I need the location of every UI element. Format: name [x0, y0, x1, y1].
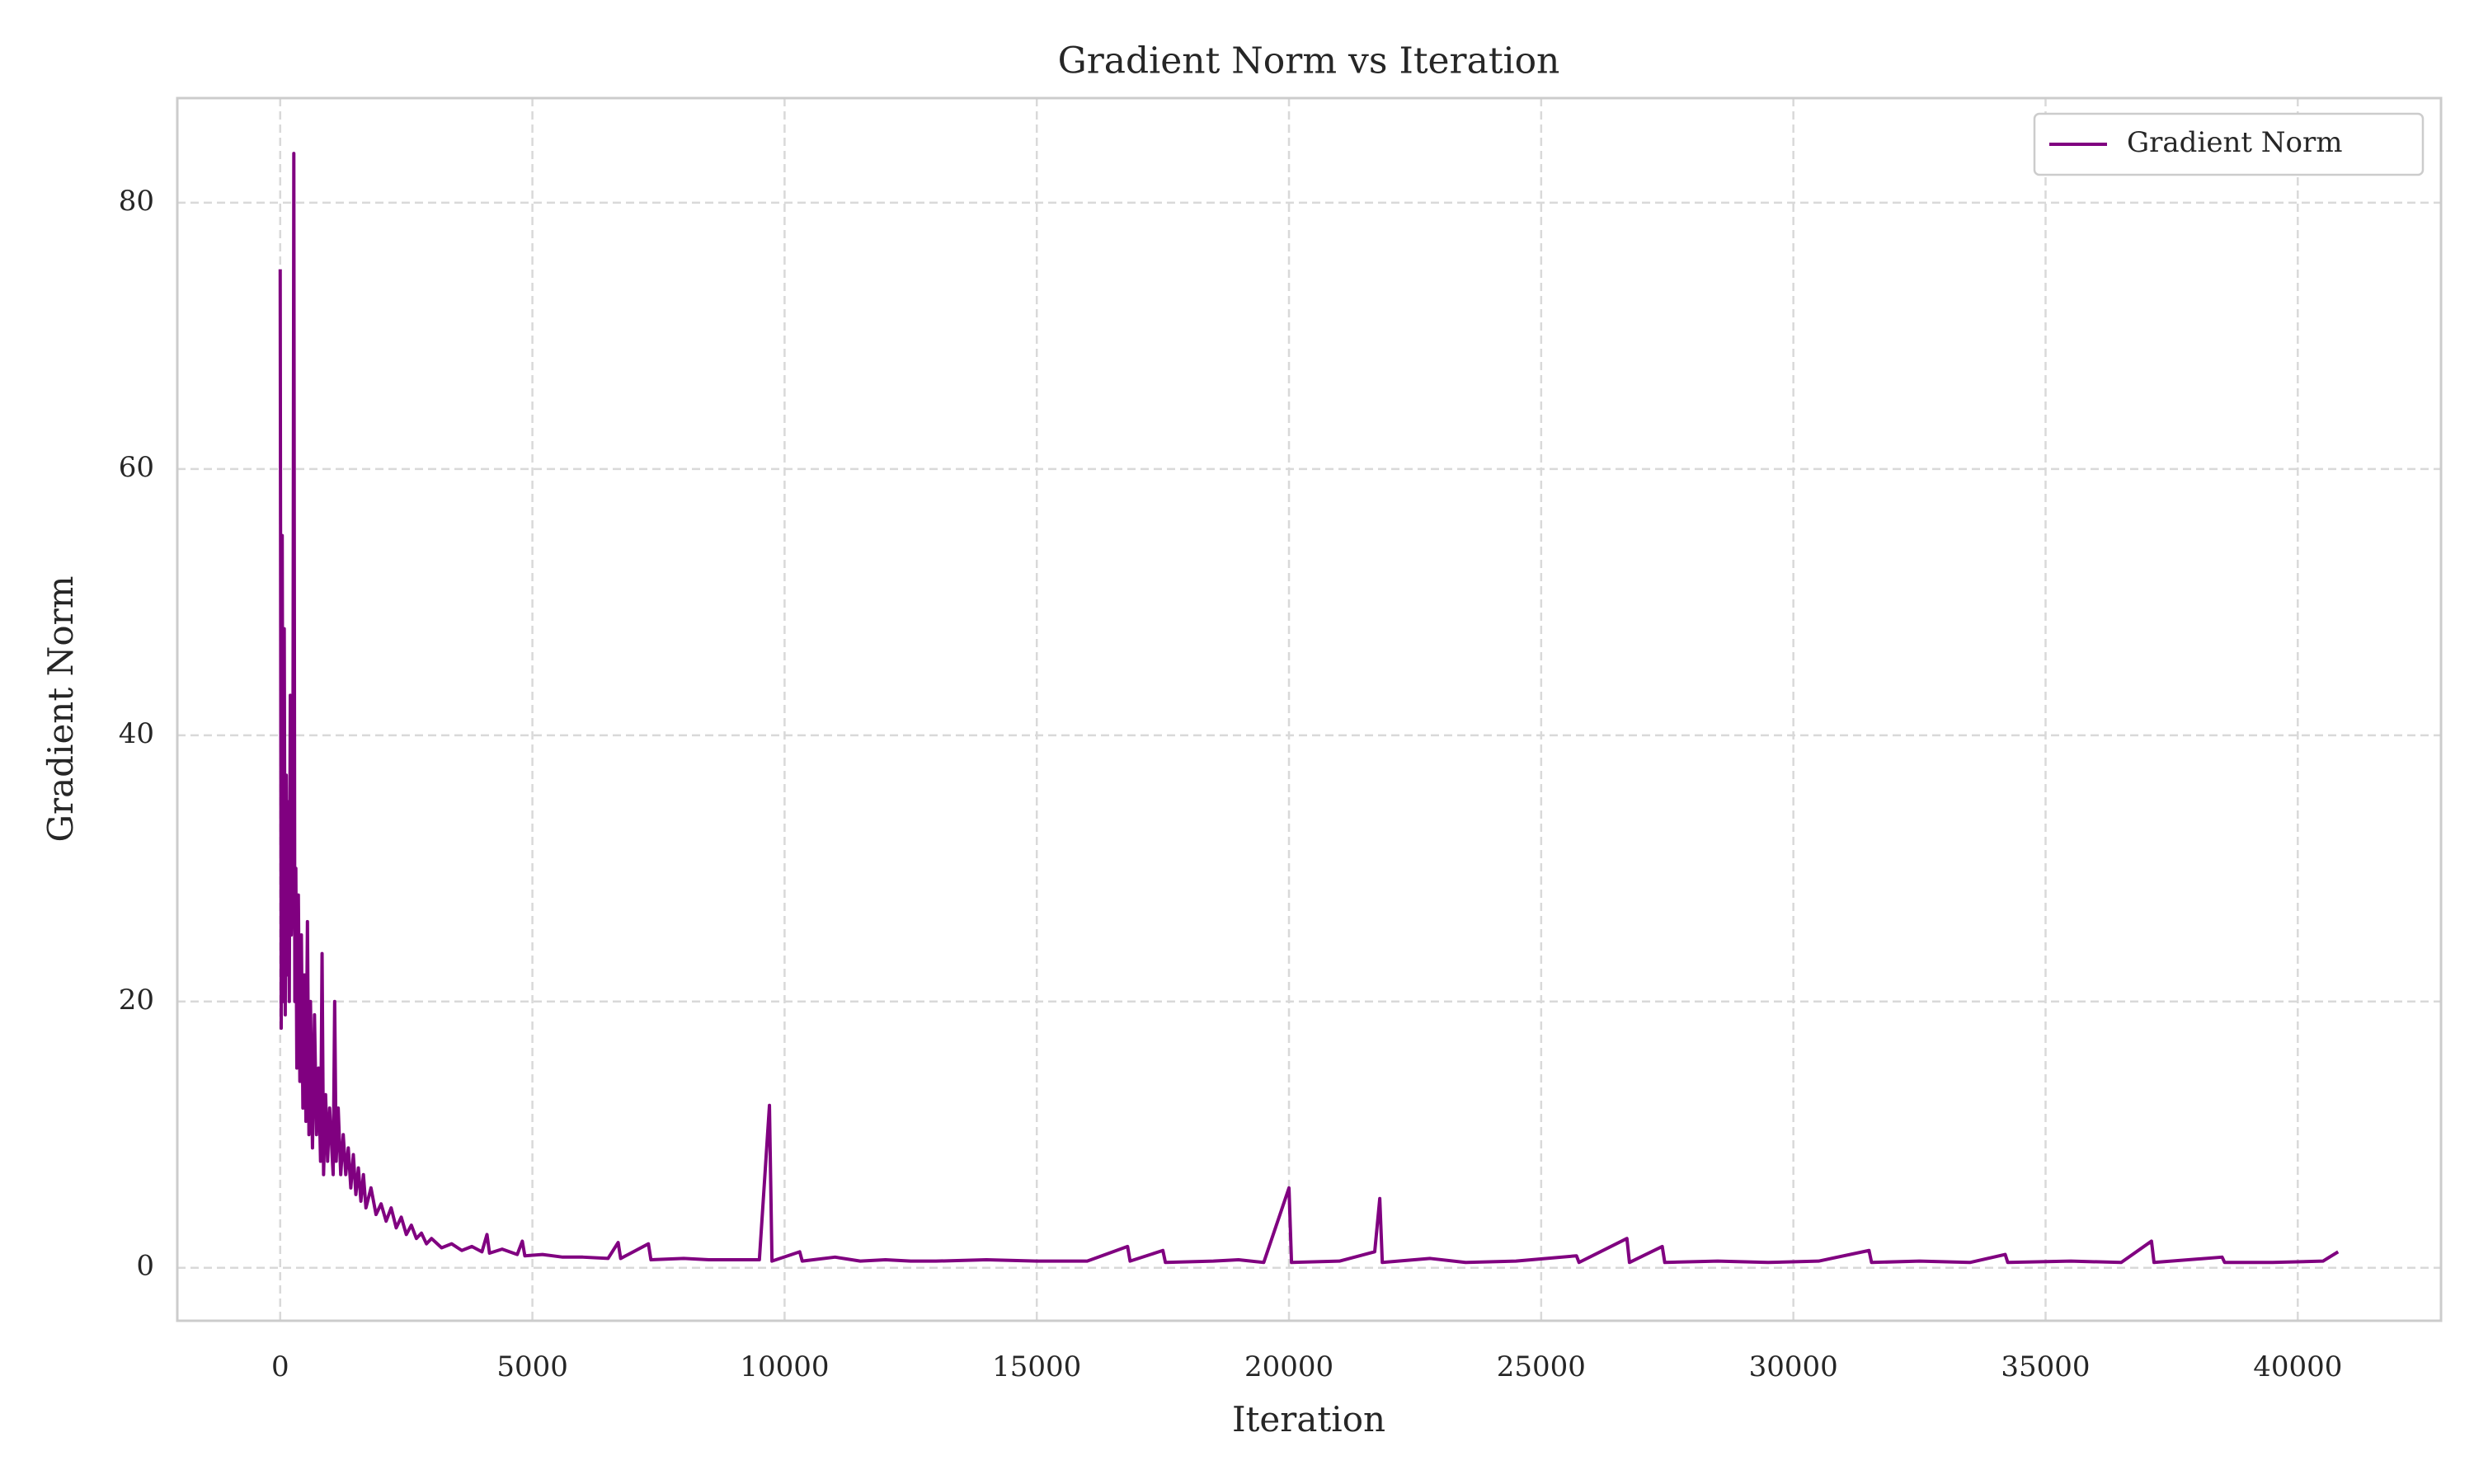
y-axis-label: Gradient Norm	[40, 575, 81, 842]
x-tick-label: 10000	[740, 1350, 829, 1383]
x-tick-label: 0	[271, 1350, 289, 1383]
x-tick-label: 30000	[1749, 1350, 1838, 1383]
x-tick-label: 40000	[2253, 1350, 2342, 1383]
x-tick-label: 25000	[1497, 1350, 1586, 1383]
y-tick-label: 60	[119, 451, 154, 484]
y-tick-label: 40	[119, 717, 154, 750]
data-line	[278, 152, 2340, 1265]
x-axis-label: Iteration	[1232, 1399, 1385, 1439]
y-tick-label: 0	[136, 1250, 154, 1283]
y-tick-label: 20	[119, 984, 154, 1017]
x-tick-label: 5000	[496, 1350, 568, 1383]
legend-label: Gradient Norm	[2127, 126, 2343, 159]
y-tick-label: 80	[119, 185, 154, 218]
legend-box	[2033, 112, 2425, 176]
x-tick-label: 20000	[1244, 1350, 1333, 1383]
x-tick-label: 35000	[2001, 1350, 2090, 1383]
plot-frame	[176, 96, 2443, 1322]
chart-title: Gradient Norm vs Iteration	[1058, 40, 1560, 82]
x-tick-label: 15000	[992, 1350, 1081, 1383]
